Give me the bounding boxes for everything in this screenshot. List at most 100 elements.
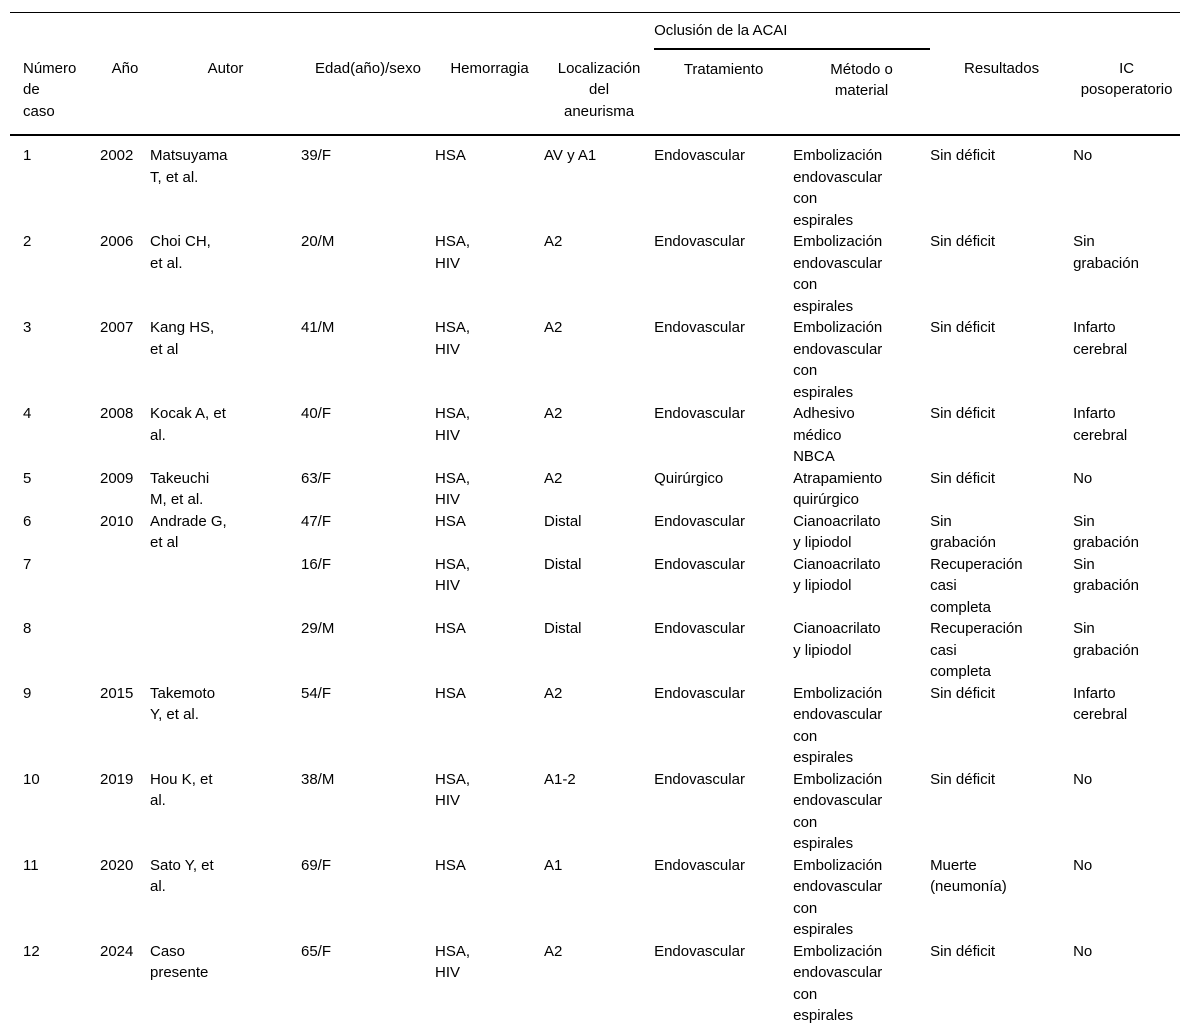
table-cell (150, 618, 301, 683)
table-cell: Takemoto Y, et al. (150, 684, 216, 724)
table-cell: Quirúrgico (654, 469, 724, 487)
table-cell: 9 (23, 684, 32, 702)
column-header-edad-sexo: Edad(año)/sexo (301, 48, 435, 136)
table-row: 4 2008 Kocak A, et al. 40/F HSA, HIV A2 Endova… (10, 403, 1180, 468)
table-cell: HSA (435, 684, 466, 702)
table-cell: 29/M (301, 620, 335, 637)
table-cell: HSA, HIV (435, 555, 471, 595)
table-cell: A2 (544, 684, 563, 702)
table-cell: Atrapamiento quirúrgico (793, 469, 883, 509)
table-cell: 12 (23, 942, 40, 960)
table-cell: Cianoacrilato y lipiodol (793, 512, 881, 552)
column-header-metodo-material: Método o material (793, 48, 931, 136)
table-cell: HSA (435, 512, 466, 530)
table-cell: No (1073, 942, 1093, 960)
table-cell: Muerte (neumonía) (930, 856, 1007, 896)
table-cell: Kocak A, et al. (150, 405, 226, 444)
table-cell: Sin grabación (1073, 512, 1139, 552)
column-header-row: Número de caso Año Autor Edad(año)/sexo … (10, 48, 1181, 136)
case-table: Oclusión de la ACAI Número de caso Año A… (10, 13, 1181, 1027)
column-header-ic-posoperatorio: IC posoperatorio (1073, 48, 1181, 136)
table-cell: 2024 (100, 942, 134, 960)
table-cell: HSA, HIV (435, 942, 471, 982)
table-cell: 10 (23, 770, 40, 788)
table-cell: Embolización endovascular con espirales (793, 319, 883, 401)
table-cell: 2 (23, 233, 32, 250)
table-body: 1 2002 Matsuyama T, et al. 39/F HSA AV y A1 En… (10, 135, 1180, 1027)
table-cell: Endovascular (654, 233, 745, 250)
table-cell: 47/F (301, 512, 332, 530)
table-cell: Caso presente (150, 942, 209, 982)
table-cell: Endovascular (654, 770, 745, 788)
table-cell: 2009 (100, 469, 134, 487)
table-row: 2 2006 Choi CH, et al. 20/M HSA, HIV A2 Endova… (10, 231, 1180, 317)
table-row: 11 2020 Sato Y, et al. 69/F HSA A1 Endovascula… (10, 855, 1180, 941)
table-row: 6 2010 Andrade G, et al 47/F HSA Distal Endova… (10, 511, 1180, 554)
table-cell: Sin déficit (930, 405, 996, 422)
table-row: 10 2019 Hou K, et al. 38/M HSA, HIV A1-2 Endov… (10, 769, 1180, 855)
table-cell: Sin déficit (930, 684, 996, 702)
table-row: 12 2024 Caso presente 65/F HSA, HIV A2 Endovas… (10, 941, 1180, 1027)
table-cell: Sin déficit (930, 147, 996, 164)
table-cell: Sin grabación (930, 512, 996, 552)
table-cell: Endovascular (654, 942, 745, 960)
table-cell: 2010 (100, 512, 134, 530)
table-cell: Endovascular (654, 555, 745, 573)
table-row: 5 2009 Takeuchi M, et al. 63/F HSA, HIV A2 Qui… (10, 468, 1180, 511)
table-cell: A2 (544, 233, 563, 250)
column-header-tratamiento: Tratamiento (654, 48, 794, 136)
table-cell: A1-2 (544, 770, 576, 788)
table-cell: Endovascular (654, 620, 745, 637)
table-cell: Takeuchi M, et al. (150, 469, 210, 509)
table-cell: 6 (23, 512, 32, 530)
table-cell: Matsuyama T, et al. (150, 147, 228, 186)
table-cell: Endovascular (654, 405, 745, 422)
table-cell: Distal (544, 620, 582, 637)
table-cell (100, 554, 150, 619)
table-cell: Recuperación casi completa (930, 555, 1023, 616)
table-cell: Infarto cerebral (1073, 684, 1128, 724)
table-cell: 54/F (301, 684, 332, 702)
case-table-wrapper: Oclusión de la ACAI Número de caso Año A… (10, 12, 1181, 1030)
table-cell: Embolización endovascular con espirales (793, 942, 883, 1025)
table-cell: Sato Y, et al. (150, 856, 214, 896)
table-cell: Distal (544, 512, 582, 530)
table-cell: Infarto cerebral (1073, 405, 1128, 444)
table-cell: Sin grabación (1073, 233, 1139, 272)
table-cell: 2007 (100, 319, 134, 336)
table-cell: 39/F (301, 147, 332, 164)
table-row: 7 16/F HSA, HIV Distal Endovascular Cianoacri… (10, 554, 1180, 619)
table-cell: Embolización endovascular con espirales (793, 233, 883, 315)
table-cell: 8 (23, 620, 32, 637)
table-cell: 41/M (301, 319, 335, 336)
table-cell: Embolización endovascular con espirales (793, 684, 883, 767)
table-cell: Sin déficit (930, 319, 996, 336)
table-cell: HSA, HIV (435, 233, 471, 272)
table-cell: 69/F (301, 856, 332, 874)
table-cell: HSA, HIV (435, 770, 471, 810)
table-cell: Embolización endovascular con espirales (793, 147, 883, 229)
table-cell: Embolización endovascular con espirales (793, 770, 883, 853)
column-header-hemorragia: Hemorragia (435, 48, 544, 136)
table-cell: Sin déficit (930, 469, 996, 487)
table-cell: HSA, HIV (435, 469, 471, 509)
table-cell: A2 (544, 469, 563, 487)
table-cell: 2008 (100, 405, 134, 422)
table-cell: AV y A1 (544, 147, 597, 164)
table-cell: HSA (435, 620, 466, 637)
table-cell: 38/M (301, 770, 335, 788)
table-cell: Sin déficit (930, 942, 996, 960)
table-cell: 65/F (301, 942, 332, 960)
table-cell: Choi CH, et al. (150, 233, 211, 272)
table-cell: Sin grabación (1073, 555, 1139, 595)
table-cell: 11 (23, 856, 39, 874)
table-cell: No (1073, 770, 1093, 788)
column-header-resultados: Resultados (930, 48, 1074, 136)
table-cell: A1 (544, 856, 563, 874)
table-cell: HSA, HIV (435, 319, 471, 358)
table-cell: HSA (435, 856, 466, 874)
table-row: 1 2002 Matsuyama T, et al. 39/F HSA AV y A1 En… (10, 135, 1180, 231)
table-cell: Endovascular (654, 147, 745, 164)
table-cell: Endovascular (654, 319, 745, 336)
